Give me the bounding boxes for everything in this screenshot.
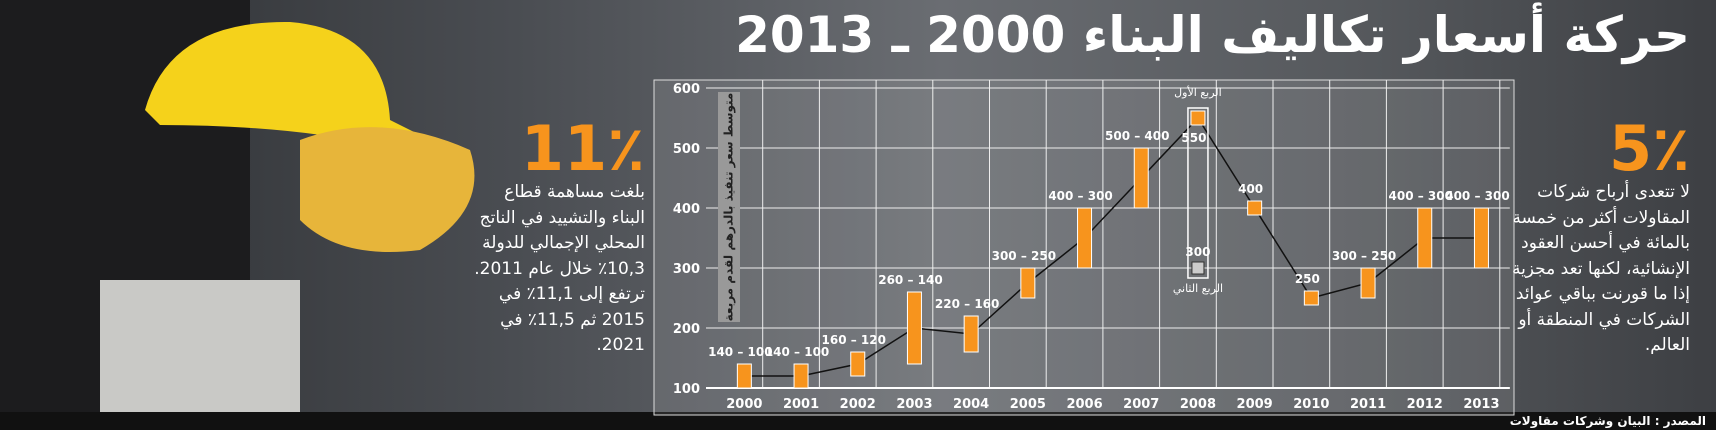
x-tick-label: 2013 (1463, 397, 1499, 412)
bar-range (1360, 267, 1376, 299)
y-tick-label: 400 (673, 202, 700, 217)
bar-range (906, 291, 922, 365)
y-tick-label: 200 (673, 322, 700, 337)
value-label: 140 – 100 (765, 345, 829, 359)
value-label: 250 (1295, 272, 1320, 286)
q2-value: 300 (1185, 245, 1210, 259)
left-note: 11٪ بلغت مساهمة قطاع البناء والتشييد في … (470, 118, 645, 359)
x-tick-label: 2010 (1293, 397, 1329, 412)
bar-point (1247, 200, 1263, 216)
value-label: 160 – 120 (822, 333, 886, 347)
value-label: 140 – 100 (708, 345, 772, 359)
q1-label: الربع الأول (1174, 85, 1222, 99)
stat: 11٪ (520, 112, 645, 185)
bar-point (1303, 290, 1319, 306)
value-label: 220 – 160 (935, 297, 999, 311)
x-tick-label: 2001 (783, 397, 819, 412)
trend-line (744, 116, 1482, 377)
tool-belt (100, 280, 300, 430)
right-note: 5٪ لا تتعدى أرباح شركات المقاولات أكثر م… (1505, 118, 1690, 359)
value-label: 400 – 300 (1389, 189, 1453, 203)
q2-label: الربع الثاني (1173, 282, 1223, 295)
y-label-box (718, 92, 740, 322)
value-label: 300 – 250 (1332, 249, 1396, 263)
helmet (145, 21, 420, 151)
bar-point-q2 (1191, 261, 1205, 275)
note-text: بلغت مساهمة قطاع البناء والتشييد في النا… (474, 182, 645, 355)
x-tick-label: 2003 (896, 397, 932, 412)
x-tick-label: 2007 (1123, 397, 1159, 412)
stat: 5٪ (1609, 112, 1690, 185)
bar-range (1133, 147, 1149, 209)
value-label: 400 – 300 (1048, 189, 1112, 203)
x-tick-label: 2000 (726, 397, 762, 412)
bar-point (1190, 110, 1206, 126)
bar-range (850, 351, 866, 377)
bar-range (963, 315, 979, 353)
value-label: 400 (1238, 182, 1263, 196)
y-tick-label: 100 (673, 382, 700, 397)
x-tick-label: 2005 (1010, 397, 1046, 412)
bar-range (1417, 207, 1433, 269)
value-label: 550 (1181, 131, 1206, 145)
x-tick-label: 2006 (1066, 397, 1102, 412)
value-label: 500 – 400 (1105, 129, 1169, 143)
x-tick-label: 2002 (840, 397, 876, 412)
bar-range (736, 363, 752, 389)
x-tick-label: 2011 (1350, 397, 1386, 412)
bar-range (1077, 207, 1093, 269)
glove (300, 127, 475, 252)
title: حركة أسعار تكاليف البناء 2000 ـ 2013 (735, 6, 1690, 64)
y-tick-label: 600 (673, 82, 700, 97)
x-tick-label: 2012 (1407, 397, 1443, 412)
x-tick-label: 2009 (1237, 397, 1273, 412)
value-label: 260 – 140 (878, 273, 942, 287)
source: المصدر : البيان وشركات مقاولات (1509, 414, 1706, 428)
y-tick-label: 500 (673, 142, 700, 157)
value-label: 300 – 250 (992, 249, 1056, 263)
source-strip (0, 412, 1716, 430)
x-tick-label: 2008 (1180, 397, 1216, 412)
quarter-frame (1187, 107, 1209, 279)
x-tick-label: 2004 (953, 397, 989, 412)
value-label: 400 – 300 (1445, 189, 1509, 203)
bar-range (793, 363, 809, 389)
bar-range (1473, 207, 1489, 269)
bar-range (1020, 267, 1036, 299)
y-axis-label: متوسط سعر تنفيذ بالدرهم لقدم مربعة (722, 93, 737, 322)
y-tick-label: 300 (673, 262, 700, 277)
note-text: لا تتعدى أرباح شركات المقاولات أكثر من خ… (1511, 182, 1690, 355)
